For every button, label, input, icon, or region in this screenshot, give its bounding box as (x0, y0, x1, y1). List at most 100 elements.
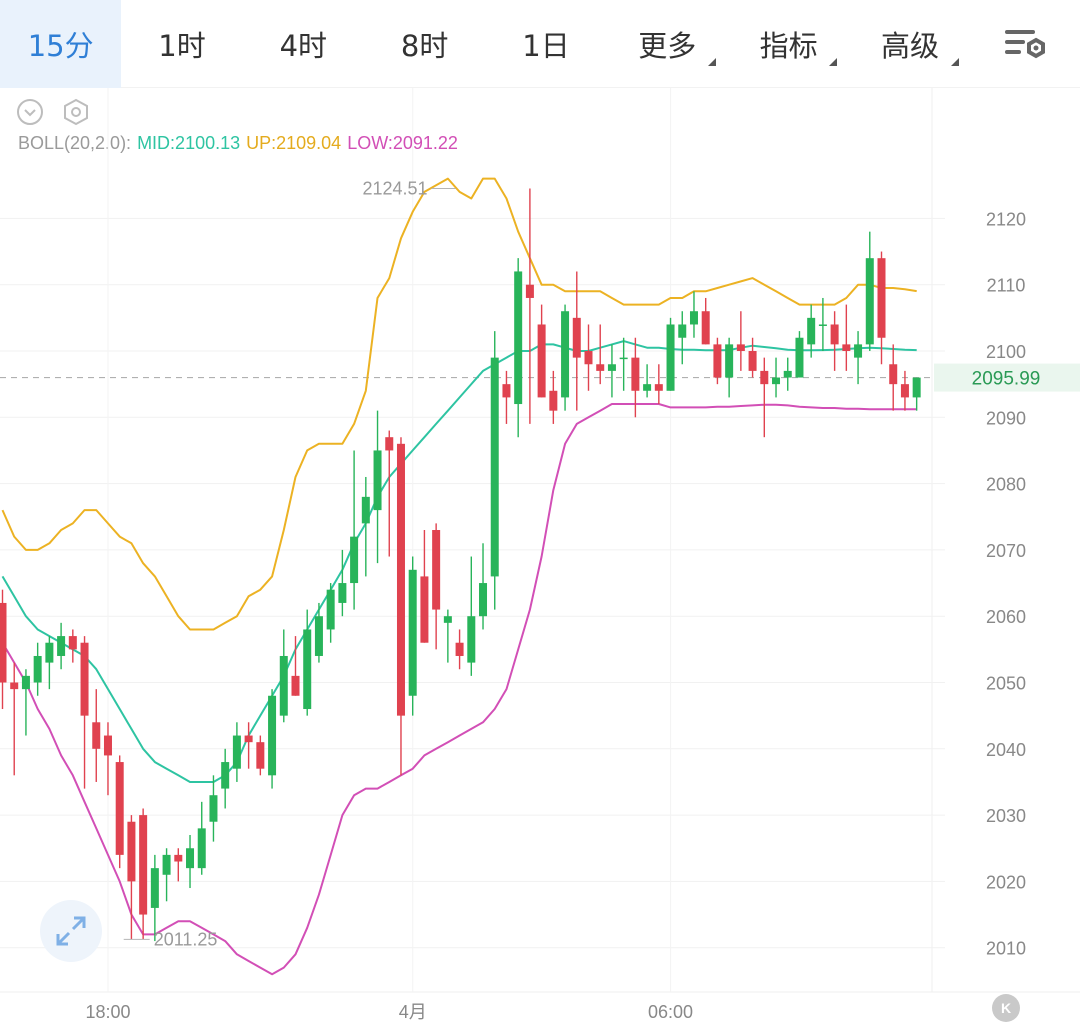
candle-body (115, 762, 124, 855)
candle (68, 629, 77, 663)
candle (607, 344, 616, 398)
candle (0, 589, 7, 710)
boll-mid-value: MID:2100.13 (137, 133, 241, 153)
expand-chart-button[interactable] (40, 900, 102, 962)
boll-up-value: UP:2109.04 (246, 133, 342, 153)
candle-body (842, 344, 851, 351)
candle (514, 258, 523, 438)
candle (877, 251, 886, 365)
y-tick-label: 2110 (987, 276, 1026, 296)
candle-body (736, 344, 745, 351)
candle (760, 357, 769, 438)
candle-body (795, 337, 804, 378)
candle (209, 775, 218, 842)
candle-body (760, 370, 769, 385)
candle (33, 642, 42, 696)
indicator-toolbar (16, 98, 90, 126)
candle-body (725, 344, 734, 378)
candle (10, 662, 19, 776)
candle-body (643, 384, 652, 391)
candle (643, 364, 652, 398)
grid-layer (0, 88, 1080, 993)
candle (736, 311, 745, 371)
candle-body (467, 616, 476, 663)
last-price-label: 2095.99 (972, 369, 1041, 390)
candle (21, 669, 30, 736)
candle (92, 689, 101, 782)
candle (912, 377, 921, 411)
x-tick-label: 18:00 (85, 1002, 130, 1022)
candle-body (291, 675, 300, 696)
candle-body (303, 629, 312, 710)
candle (174, 848, 183, 882)
candle-body (221, 762, 230, 789)
candle (502, 370, 511, 424)
tab-4hour[interactable]: 4时 (243, 0, 364, 88)
candle (432, 523, 441, 650)
candle-body (912, 377, 921, 398)
expand-arrows-icon (56, 916, 86, 946)
chart-settings-button[interactable] (971, 0, 1080, 88)
candle-body (338, 583, 347, 603)
k-line-button[interactable]: K (992, 994, 1020, 1022)
hexagon-settings-icon[interactable] (62, 98, 90, 126)
candle (127, 815, 136, 940)
candle (408, 556, 417, 716)
candle-body (572, 317, 581, 358)
tab-1day[interactable]: 1日 (485, 0, 606, 88)
y-tick-label: 2030 (986, 806, 1026, 826)
candle-body (256, 742, 265, 769)
candlestick-chart[interactable]: 2120 2110 2100 2090 2080 2070 2060 2050 2040 2030… (0, 88, 1080, 1029)
candle-body (854, 344, 863, 358)
tab-8hour[interactable]: 8时 (364, 0, 485, 88)
candle-body (279, 655, 288, 716)
tab-label: 4时 (279, 28, 328, 63)
candle (619, 337, 628, 391)
candle (103, 722, 112, 796)
candle (830, 311, 839, 371)
candle-body (174, 854, 183, 862)
candle-body (701, 311, 710, 345)
candle-body (514, 271, 523, 405)
candle-body (830, 324, 839, 345)
tab-advanced[interactable]: 高级 (849, 0, 970, 88)
k-line-icon: K (1000, 1000, 1012, 1016)
chevron-down-circle-icon[interactable] (16, 98, 44, 126)
candle-body (420, 576, 429, 643)
candle (783, 357, 792, 391)
candle (572, 271, 581, 411)
candle (596, 324, 605, 385)
candle (338, 549, 347, 617)
candle-body (654, 384, 663, 391)
candle-body (92, 722, 101, 749)
tab-15min[interactable]: 15分 (0, 0, 122, 88)
candle (561, 304, 570, 411)
tab-1hour[interactable]: 1时 (121, 0, 242, 88)
candle-body (0, 602, 7, 683)
candle-layer (0, 188, 921, 942)
candle-body (666, 324, 675, 391)
candle (467, 556, 476, 676)
candle (57, 622, 66, 670)
candle (455, 629, 464, 670)
candle-body (502, 384, 511, 398)
candle-body (209, 795, 218, 822)
y-tick-label: 2060 (986, 607, 1026, 627)
candle-body (865, 258, 874, 345)
y-tick-label: 2070 (986, 541, 1026, 561)
candle-body (162, 854, 171, 875)
tab-indicators[interactable]: 指标 (728, 0, 849, 88)
candle (549, 370, 558, 424)
candle (584, 324, 593, 391)
candle-body (80, 642, 89, 716)
candle-body (244, 735, 253, 743)
dropdown-caret-icon (950, 57, 959, 66)
candle-body (772, 377, 781, 385)
candle-body (479, 583, 488, 617)
tab-more[interactable]: 更多 (607, 0, 728, 88)
chart-settings-icon (1005, 29, 1046, 58)
candle (162, 848, 171, 902)
candle-body (396, 443, 405, 716)
dropdown-caret-icon (829, 57, 838, 66)
y-tick-label: 2120 (986, 209, 1026, 229)
